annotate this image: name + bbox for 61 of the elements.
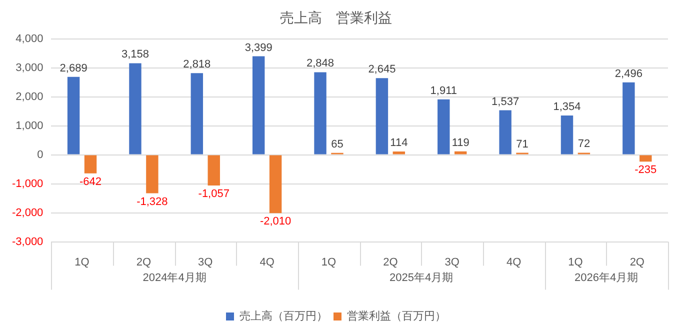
x-tick-label: 2Q [383, 256, 398, 268]
data-label: 119 [452, 136, 470, 149]
bar [129, 63, 142, 154]
data-label: 1,911 [430, 84, 457, 97]
bar [84, 155, 97, 174]
bar [67, 76, 80, 154]
y-tick-label: -1,000 [12, 178, 44, 190]
data-label: 71 [516, 138, 528, 150]
bar [252, 56, 265, 154]
data-label: 65 [331, 138, 344, 150]
bar [640, 155, 652, 162]
data-label: 2,848 [306, 58, 334, 70]
bar [208, 155, 220, 186]
bar [454, 151, 467, 154]
y-tick-label: 0 [37, 148, 44, 161]
data-label: 2,689 [60, 62, 88, 74]
text: 2026年4月期 [574, 272, 638, 284]
x-tick-label: 3Q [198, 256, 214, 268]
bar [560, 116, 574, 154]
y-tick-label: -3,000 [12, 236, 44, 248]
y-tick-label: 1,000 [16, 120, 44, 132]
y-tick-label: -2,000 [12, 206, 44, 219]
data-label: 1,537 [492, 96, 520, 108]
data-label: -642 [79, 176, 102, 188]
bar [438, 99, 450, 154]
x-tick-label: 4Q [260, 256, 275, 268]
x-tick-label: 1Q [568, 256, 584, 268]
bar [190, 73, 204, 154]
x-tick-label: 3Q [444, 256, 460, 268]
data-label: 2,645 [368, 64, 396, 76]
y-tick-label: 3,000 [16, 62, 44, 74]
bar [622, 82, 635, 154]
x-tick-label: 4Q [506, 256, 522, 268]
chart-title: 売上高 営業利益 [280, 9, 392, 26]
text: 2024年4月期 [142, 272, 206, 284]
y-tick-label: 4,000 [16, 32, 44, 45]
data-label: 2,496 [614, 68, 642, 80]
data-label: 2,818 [183, 58, 211, 71]
data-label: -1,057 [198, 188, 230, 200]
data-label: -1,328 [136, 196, 168, 208]
x-tick-label: 2Q [136, 256, 152, 268]
data-label: 3,399 [244, 42, 272, 54]
bar [314, 72, 326, 154]
data-label: 1,354 [553, 101, 581, 114]
data-label: -235 [634, 164, 657, 176]
x-tick-label: 1Q [74, 256, 90, 268]
bar [269, 155, 282, 214]
x-tick-label: 1Q [321, 256, 337, 268]
bar [146, 155, 158, 194]
legend-label: 売上高（百万円） [240, 310, 328, 323]
data-label: 114 [390, 137, 408, 150]
bar [392, 151, 406, 154]
legend-label: 営業利益（百万円） [347, 310, 446, 323]
y-tick-label: 2,000 [16, 90, 44, 103]
bar [376, 78, 388, 154]
bar [499, 110, 512, 154]
data-label: -2,010 [260, 216, 292, 228]
text: 2025年4月期 [389, 272, 454, 284]
data-label: 72 [578, 138, 590, 150]
data-label: 3,158 [121, 48, 149, 61]
x-tick-label: 2Q [630, 256, 645, 268]
